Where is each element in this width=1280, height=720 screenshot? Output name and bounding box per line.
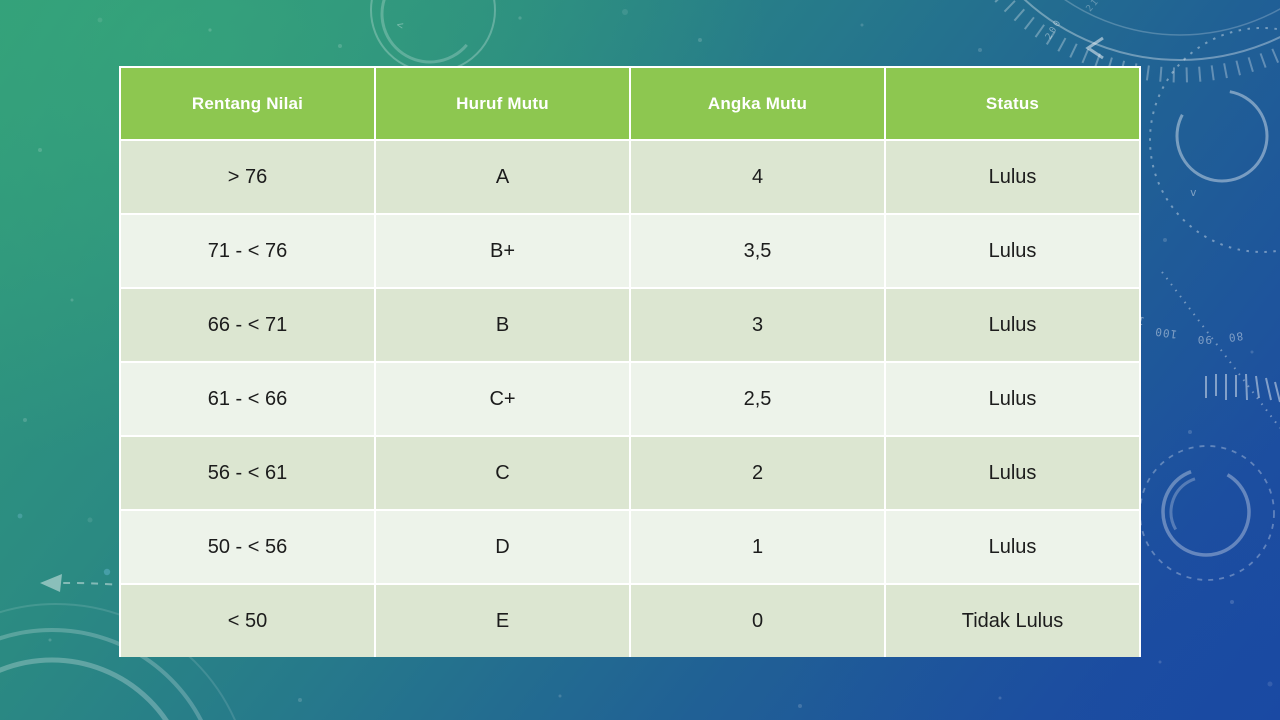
table-cell-range: 66 - < 71 <box>119 287 376 363</box>
table-cell-point: 2 <box>629 435 886 511</box>
table-cell-point: 0 <box>629 583 886 657</box>
table-cell-range: 56 - < 61 <box>119 435 376 511</box>
protractor-number-label: 90 <box>1197 333 1212 346</box>
table-cell-letter: E <box>374 583 631 657</box>
table-row: 50 - < 56 D 1 Lulus <box>119 509 1141 585</box>
protractor-number-label: 100 <box>1154 325 1178 341</box>
table-cell-status: Lulus <box>884 287 1141 363</box>
circle-decoration-bottom-left <box>0 603 237 720</box>
table-cell-point: 4 <box>629 139 886 215</box>
column-header-huruf-mutu: Huruf Mutu <box>374 66 631 141</box>
table-row: 56 - < 61 C 2 Lulus <box>119 435 1141 511</box>
table-row: 61 - < 66 C+ 2,5 Lulus <box>119 361 1141 437</box>
table-cell-letter: C <box>374 435 631 511</box>
table-header-row: Rentang Nilai Huruf Mutu Angka Mutu Stat… <box>119 66 1141 141</box>
ruler-ticks-decoration <box>1205 373 1280 403</box>
chevron-glyph-label: < <box>395 18 405 32</box>
table-row: 66 - < 71 B 3 Lulus <box>119 287 1141 363</box>
table-cell-status: Lulus <box>884 435 1141 511</box>
table-cell-point: 1 <box>629 509 886 585</box>
column-header-status: Status <box>884 66 1141 141</box>
table-cell-status: Lulus <box>884 213 1141 289</box>
table-cell-letter: C+ <box>374 361 631 437</box>
table-cell-range: < 50 <box>119 583 376 657</box>
circle-decoration-bottom-right <box>1139 445 1275 581</box>
caret-glyph-label: v <box>1190 186 1197 199</box>
table-cell-range: 61 - < 66 <box>119 361 376 437</box>
table-cell-status: Lulus <box>884 509 1141 585</box>
table-cell-status: Lulus <box>884 361 1141 437</box>
table-cell-point: 3,5 <box>629 213 886 289</box>
table-row: < 50 E 0 Tidak Lulus <box>119 583 1141 657</box>
sparkle-specks-decoration <box>17 9 1273 708</box>
dashed-line-decoration <box>1161 271 1280 429</box>
table-cell-letter: A <box>374 139 631 215</box>
grading-scale-table: Rentang Nilai Huruf Mutu Angka Mutu Stat… <box>119 66 1141 657</box>
chevron-left-icon <box>1085 36 1104 60</box>
table-cell-status: Tidak Lulus <box>884 583 1141 657</box>
column-header-angka-mutu: Angka Mutu <box>629 66 886 141</box>
dial-decoration-top-right <box>993 0 1280 253</box>
table-cell-status: Lulus <box>884 139 1141 215</box>
table-cell-point: 2,5 <box>629 361 886 437</box>
dotted-circle-decoration <box>1149 27 1280 253</box>
protractor-number-label: 80 <box>1227 329 1244 344</box>
open-circle-decoration <box>1175 89 1269 183</box>
arrowhead-icon <box>40 574 62 592</box>
table-cell-range: 50 - < 56 <box>119 509 376 585</box>
column-header-rentang-nilai: Rentang Nilai <box>119 66 376 141</box>
table-cell-letter: B <box>374 287 631 363</box>
table-cell-range: 71 - < 76 <box>119 213 376 289</box>
table-cell-letter: B+ <box>374 213 631 289</box>
table-cell-range: > 76 <box>119 139 376 215</box>
table-cell-letter: D <box>374 509 631 585</box>
dial-number-label: 210 <box>1085 0 1107 14</box>
dial-number-label: 200 <box>1044 17 1064 41</box>
table-row: 71 - < 76 B+ 3,5 Lulus <box>119 213 1141 289</box>
table-row: > 76 A 4 Lulus <box>119 139 1141 215</box>
table-cell-point: 3 <box>629 287 886 363</box>
